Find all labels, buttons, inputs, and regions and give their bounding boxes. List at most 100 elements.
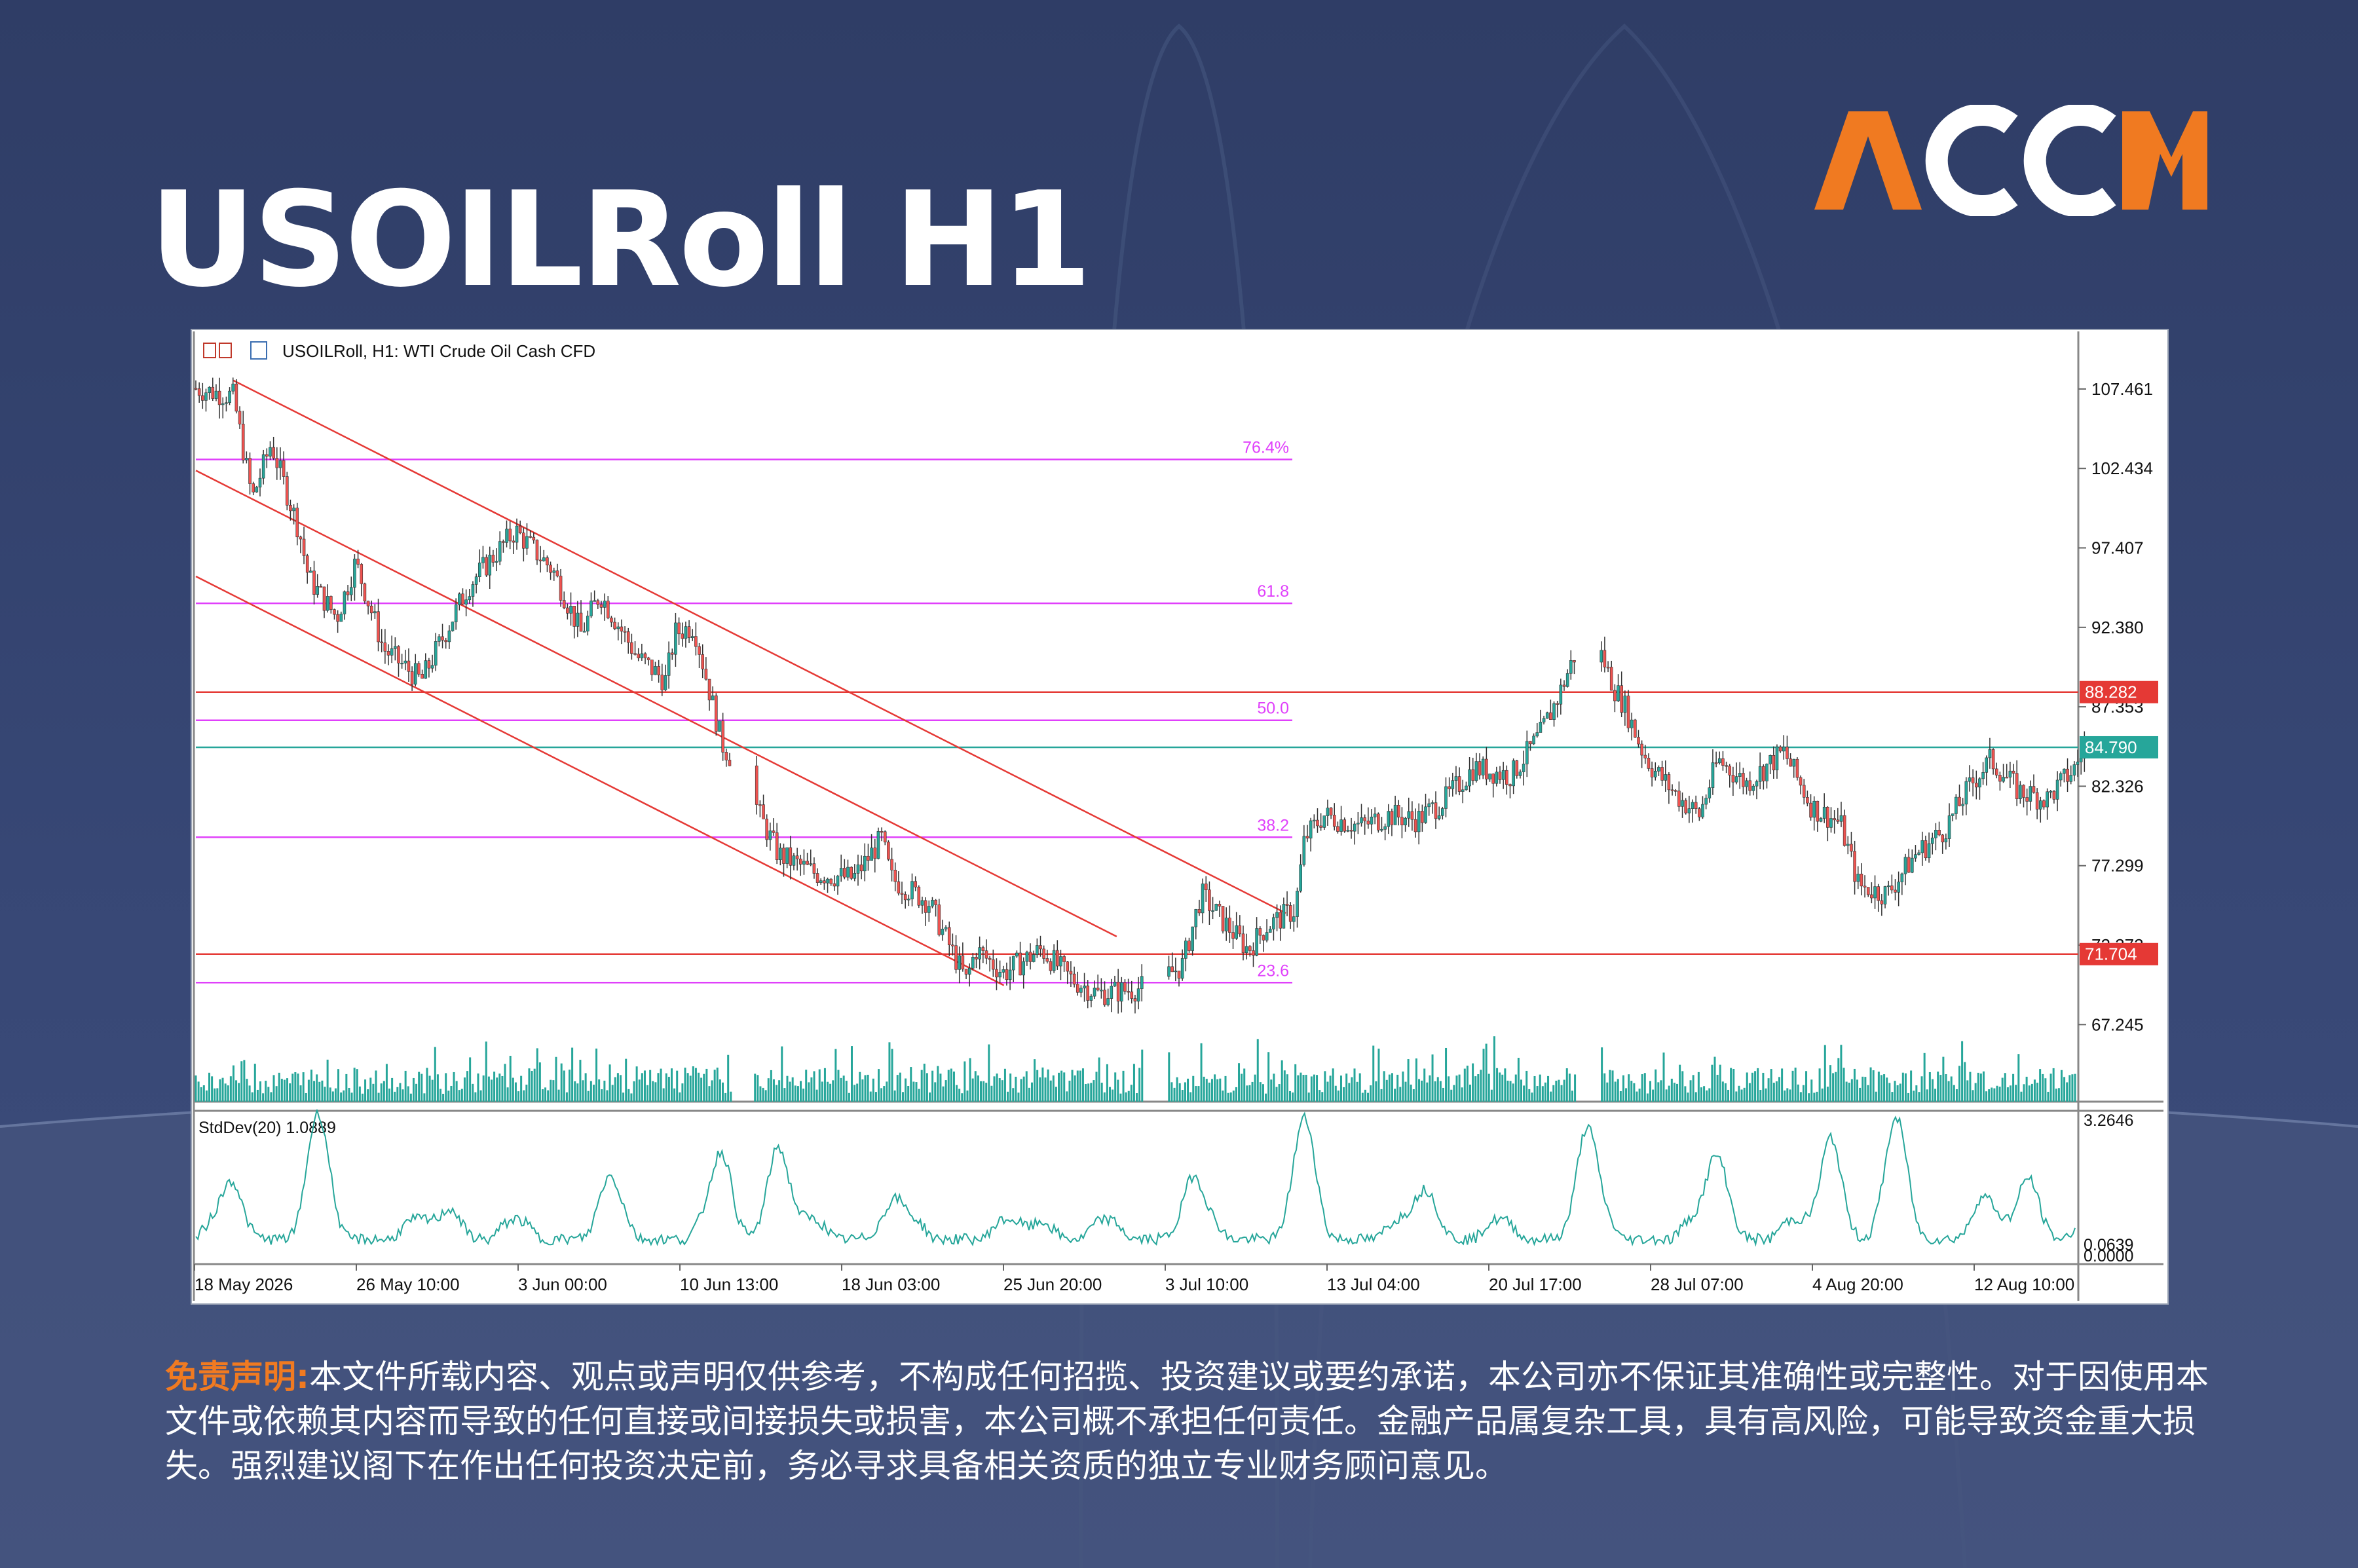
candle-body <box>555 570 559 576</box>
candle-body <box>1370 816 1374 825</box>
candle-body <box>1714 762 1718 764</box>
volume-bar <box>1071 1070 1074 1102</box>
candle-body <box>1427 803 1431 808</box>
candle-body <box>762 804 765 819</box>
volume-bar <box>1850 1079 1853 1102</box>
volume-bar <box>859 1072 861 1102</box>
candle-body <box>1089 996 1093 1001</box>
volume-bar <box>1942 1056 1945 1102</box>
candle-body <box>2066 768 2069 782</box>
candle-body <box>1211 910 1214 912</box>
candle-body <box>887 842 890 860</box>
volume-bar <box>1041 1067 1044 1102</box>
level-label: 71.704 <box>2085 944 2137 964</box>
candle-body <box>451 622 455 631</box>
volume-bar <box>1818 1068 1821 1102</box>
volume-bar <box>823 1068 826 1102</box>
volume-bar <box>1931 1079 1934 1102</box>
candle-body <box>1106 998 1110 1005</box>
candle-body <box>1255 928 1258 956</box>
disclaimer-label: 免责声明: <box>165 1358 309 1396</box>
volume-bar <box>942 1086 945 1102</box>
volume-bar <box>318 1081 321 1102</box>
candle-body <box>1008 969 1012 980</box>
candle-body <box>1339 819 1343 832</box>
volume-bar <box>523 1090 525 1102</box>
volume-bar <box>1974 1083 1977 1102</box>
candle-body <box>1900 873 1904 882</box>
candle-body <box>1383 826 1387 830</box>
candle-body <box>1373 813 1377 817</box>
candle-body <box>1927 843 1931 859</box>
candle-body <box>2032 786 2036 793</box>
candle-body <box>681 633 684 639</box>
volume-bar <box>412 1077 415 1102</box>
candle-body <box>802 861 806 865</box>
volume-bar <box>504 1064 506 1102</box>
candle-body <box>512 540 515 543</box>
candle-body <box>1292 916 1296 922</box>
candle-body <box>1556 703 1559 705</box>
volume-bar <box>786 1075 789 1102</box>
volume-bar <box>1791 1070 1794 1102</box>
volume-bar <box>1343 1087 1345 1102</box>
volume-bar <box>961 1093 964 1102</box>
volume-bar <box>485 1041 487 1102</box>
candle-body <box>444 640 447 643</box>
volume-bar <box>708 1086 711 1102</box>
candle-body <box>603 601 607 608</box>
volume-bar <box>1208 1082 1210 1102</box>
candle-body <box>931 900 934 906</box>
volume-bar <box>915 1082 918 1102</box>
volume-bar <box>1977 1072 1979 1102</box>
volume-bar <box>1052 1075 1055 1102</box>
candle-body <box>623 631 627 633</box>
volume-bar <box>1017 1092 1020 1102</box>
volume-bar <box>1601 1047 1603 1102</box>
volume-bar <box>1015 1076 1017 1102</box>
candle-body <box>843 868 846 878</box>
volume-bar <box>1100 1083 1103 1102</box>
volume-bar <box>757 1075 759 1102</box>
volume-bar <box>294 1072 297 1102</box>
candle-body <box>333 609 336 615</box>
candle-body <box>1725 765 1728 767</box>
volume-bar <box>1687 1092 1689 1102</box>
volume-bar <box>487 1076 490 1102</box>
candle-body <box>252 483 255 493</box>
candle-body <box>572 606 576 627</box>
volume-bar <box>654 1082 657 1102</box>
candle-body <box>1545 712 1549 719</box>
volume-bar <box>1448 1076 1450 1102</box>
volume-bar <box>1383 1071 1385 1102</box>
volume-bar <box>1499 1072 1501 1102</box>
volume-bar <box>759 1086 762 1102</box>
volume-bar <box>1961 1041 1964 1102</box>
candle-body <box>1319 825 1322 828</box>
volume-bar <box>1281 1060 1283 1102</box>
volume-bar <box>805 1070 808 1102</box>
volume-bar <box>1926 1089 1928 1102</box>
volume-bar <box>1743 1087 1746 1102</box>
candle-body <box>910 881 914 899</box>
channel-line <box>195 470 1117 938</box>
candle-body <box>2008 770 2012 777</box>
volume-bar <box>969 1058 971 1102</box>
candle-body <box>1822 807 1826 819</box>
volume-bar <box>1130 1085 1132 1102</box>
volume-bar <box>533 1068 536 1102</box>
candle-body <box>1795 758 1799 778</box>
candle-body <box>995 969 998 978</box>
candle-body <box>613 622 616 629</box>
candle-body <box>1072 973 1076 985</box>
candle-body <box>975 957 978 960</box>
volume-bar <box>283 1079 286 1102</box>
volume-bar <box>730 1091 732 1102</box>
volume-bar <box>1657 1082 1660 1102</box>
candle-body <box>1252 950 1255 956</box>
candle-body <box>502 541 505 543</box>
volume-bar <box>1313 1074 1315 1102</box>
indicator-label: StdDev(20) 1.0889 <box>198 1119 336 1137</box>
volume-bar <box>905 1078 907 1102</box>
volume-bar <box>781 1046 783 1102</box>
